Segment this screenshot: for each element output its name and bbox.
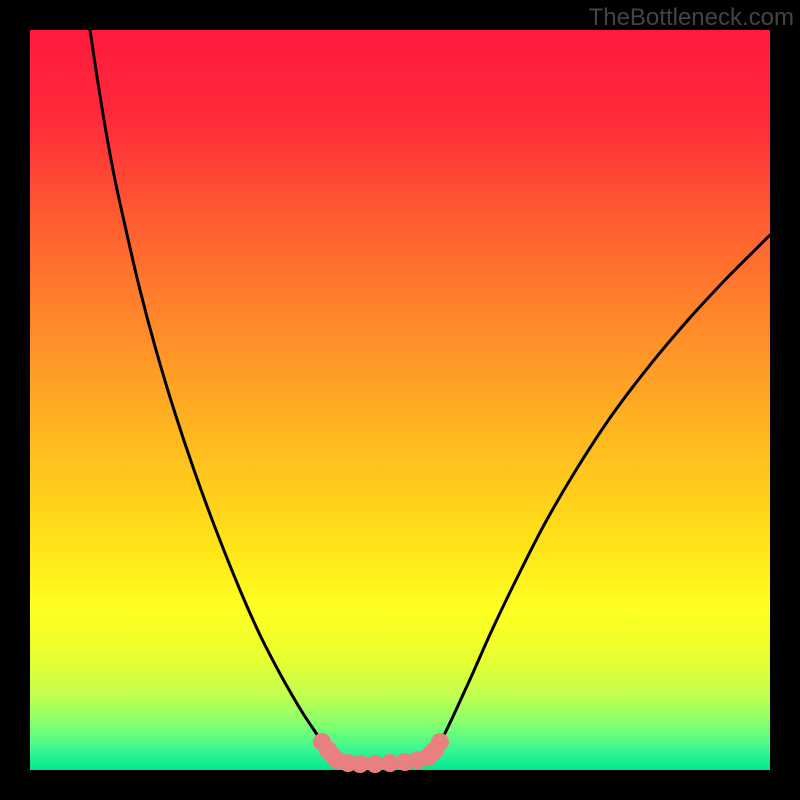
right-curve: [428, 235, 770, 757]
marker-group: [313, 733, 449, 773]
left-curve: [90, 30, 337, 760]
figure-root: TheBottleneck.com: [0, 0, 800, 800]
chart-svg: [30, 30, 770, 770]
plot-area: [30, 30, 770, 770]
watermark-text: TheBottleneck.com: [589, 4, 794, 32]
data-marker: [431, 733, 449, 751]
